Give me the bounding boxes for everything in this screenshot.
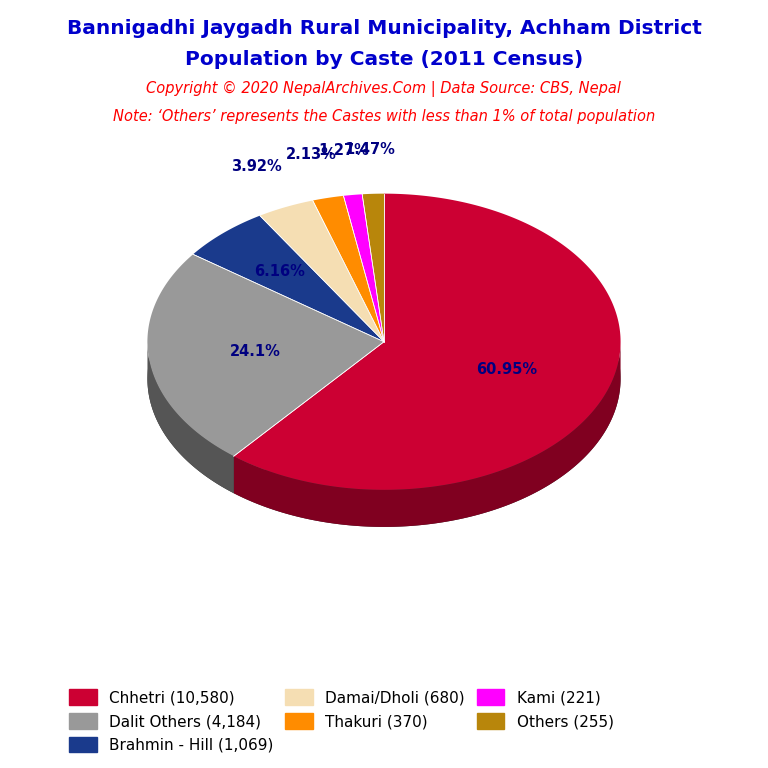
Legend: Chhetri (10,580), Dalit Others (4,184), Brahmin - Hill (1,069), Damai/Dholi (680: Chhetri (10,580), Dalit Others (4,184), … bbox=[69, 690, 614, 753]
Polygon shape bbox=[233, 340, 621, 527]
Polygon shape bbox=[193, 216, 384, 342]
Text: Copyright © 2020 NepalArchives.Com | Data Source: CBS, Nepal: Copyright © 2020 NepalArchives.Com | Dat… bbox=[147, 81, 621, 97]
Polygon shape bbox=[233, 342, 384, 493]
Text: Note: ‘Others’ represents the Castes with less than 1% of total population: Note: ‘Others’ represents the Castes wit… bbox=[113, 109, 655, 124]
Text: 1.47%: 1.47% bbox=[344, 142, 396, 157]
Text: 6.16%: 6.16% bbox=[254, 263, 305, 279]
Text: 2.13%: 2.13% bbox=[286, 147, 336, 162]
Polygon shape bbox=[147, 339, 233, 493]
Text: 60.95%: 60.95% bbox=[476, 362, 537, 377]
Polygon shape bbox=[313, 196, 384, 342]
Polygon shape bbox=[233, 342, 384, 493]
Polygon shape bbox=[147, 230, 621, 527]
Text: 24.1%: 24.1% bbox=[230, 345, 280, 359]
Text: Bannigadhi Jaygadh Rural Municipality, Achham District: Bannigadhi Jaygadh Rural Municipality, A… bbox=[67, 19, 701, 38]
Text: 3.92%: 3.92% bbox=[230, 159, 281, 174]
Polygon shape bbox=[147, 254, 384, 456]
Polygon shape bbox=[343, 194, 384, 342]
Text: Population by Caste (2011 Census): Population by Caste (2011 Census) bbox=[185, 50, 583, 69]
Polygon shape bbox=[233, 194, 621, 490]
Polygon shape bbox=[362, 194, 384, 342]
Text: 1.27%: 1.27% bbox=[318, 144, 369, 158]
Polygon shape bbox=[260, 200, 384, 342]
